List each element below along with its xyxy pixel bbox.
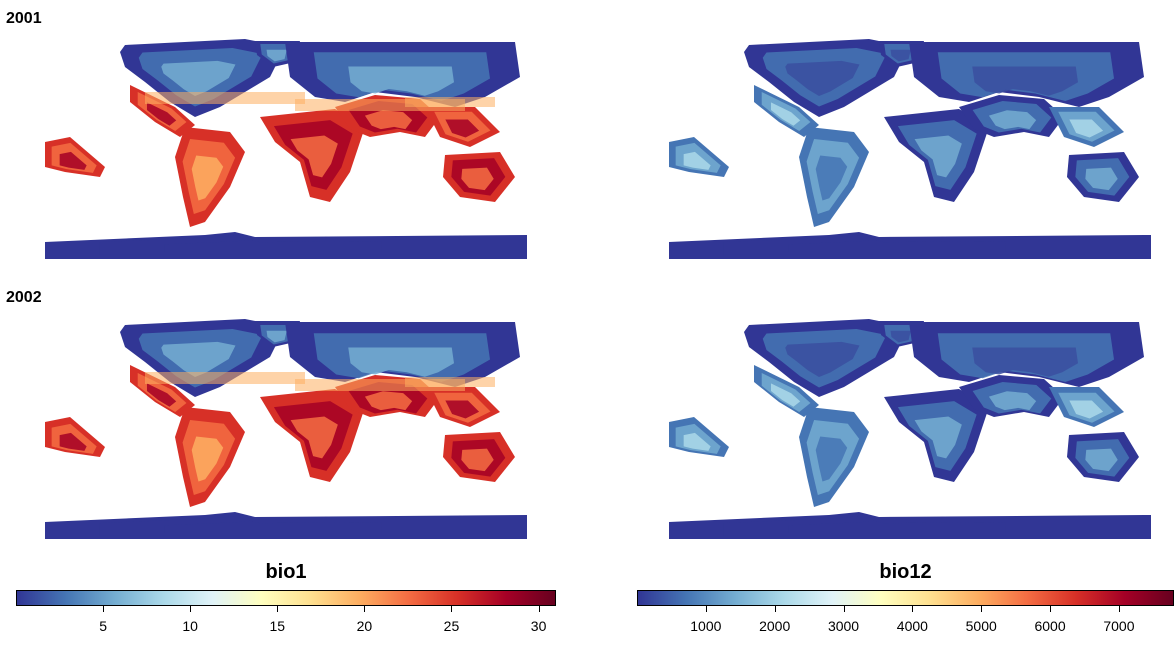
- continent-europe-asia: [909, 322, 1144, 387]
- tick-mark: [981, 606, 983, 612]
- colorbar-bio1: [16, 590, 556, 606]
- tick-mark: [705, 606, 707, 612]
- continent-australia: [1067, 432, 1139, 482]
- tick-mark: [774, 606, 776, 612]
- map-bio1-2002: [45, 319, 527, 539]
- legend-title-bio12: bio12: [879, 561, 932, 583]
- continent-australia: [443, 152, 515, 202]
- continent-south-america: [799, 127, 869, 227]
- continent-pacific-islands: [669, 137, 729, 177]
- tick-label: 15: [269, 618, 286, 634]
- continent-pacific-islands: [45, 417, 105, 457]
- tick-mark: [1050, 606, 1052, 612]
- year-label-2001: 2001: [6, 10, 42, 27]
- tick-mark: [843, 606, 845, 612]
- continent-antarctica: [669, 232, 1151, 259]
- colorbar-ticks-bio12: 1000 2000 3000 4000 5000 6000 7000: [637, 606, 1174, 646]
- tick-label: 5: [99, 618, 107, 634]
- tick-label: 30: [530, 618, 547, 634]
- continent-antarctica: [45, 512, 527, 539]
- continent-central-america: [754, 365, 819, 417]
- continent-europe-asia: [909, 42, 1144, 107]
- continent-arabia-india: [959, 95, 1064, 137]
- tick-label: 7000: [1103, 618, 1135, 634]
- continent-north-america: [120, 319, 285, 397]
- legend-title-bio1: bio1: [265, 561, 307, 583]
- tick-label: 1000: [690, 618, 722, 634]
- continent-south-america: [175, 127, 245, 227]
- tick-mark: [103, 606, 105, 612]
- continent-africa: [260, 389, 365, 482]
- tick-label: 4000: [896, 618, 928, 634]
- continent-pacific-islands: [45, 137, 105, 177]
- continent-southeast-asia: [1049, 387, 1124, 427]
- continent-southeast-asia: [425, 387, 500, 427]
- map-bio12-2002: [669, 319, 1151, 539]
- tick-label: 20: [356, 618, 373, 634]
- tick-mark: [451, 606, 453, 612]
- continent-australia: [1067, 152, 1139, 202]
- continent-antarctica: [669, 512, 1151, 539]
- continent-central-america: [754, 85, 819, 137]
- tick-label: 25: [443, 618, 460, 634]
- continent-africa: [260, 109, 365, 202]
- continent-pacific-islands: [669, 417, 729, 457]
- continent-europe-asia: [285, 42, 520, 107]
- tick-label: 3000: [827, 618, 860, 634]
- tick-mark: [538, 606, 540, 612]
- continent-arabia-india: [959, 375, 1064, 417]
- continent-europe-asia: [285, 322, 520, 387]
- continent-southeast-asia: [1049, 107, 1124, 147]
- tick-mark: [912, 606, 914, 612]
- tick-mark: [1118, 606, 1120, 612]
- continent-south-america: [175, 407, 245, 507]
- continent-north-america: [120, 39, 285, 117]
- tick-label: 2000: [759, 618, 791, 634]
- tick-mark: [190, 606, 192, 612]
- tick-label: 10: [182, 618, 198, 634]
- year-label-2002: 2002: [6, 289, 42, 306]
- continent-africa: [884, 109, 989, 202]
- colorbar-bio12: [637, 590, 1174, 606]
- continent-antarctica: [45, 232, 527, 259]
- tick-mark: [364, 606, 366, 612]
- continent-north-america: [744, 319, 909, 397]
- colorbar-ticks-bio1: 5 10 15 20 25 30: [16, 606, 556, 646]
- tick-mark: [277, 606, 279, 612]
- map-bio12-2001: [669, 39, 1151, 259]
- continent-australia: [443, 432, 515, 482]
- continent-southeast-asia: [425, 107, 500, 147]
- continent-south-america: [799, 407, 869, 507]
- continent-africa: [884, 389, 989, 482]
- tick-label: 5000: [965, 618, 997, 634]
- map-bio1-2001: [45, 39, 527, 259]
- continent-north-america: [744, 39, 909, 117]
- tick-label: 6000: [1034, 618, 1066, 634]
